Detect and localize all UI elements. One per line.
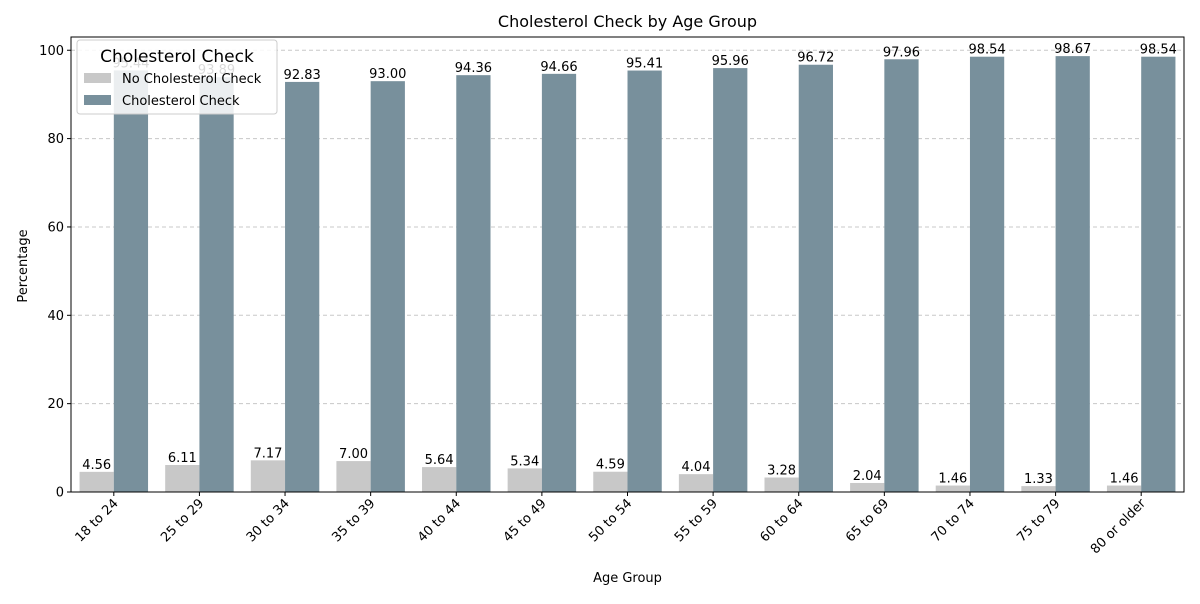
data-label-cholesterol-check-30-to-34: 92.83 — [284, 68, 321, 83]
data-label-no-cholesterol-check-50-to-54: 4.59 — [596, 458, 625, 473]
x-tick-label-18-to-24: 18 to 24 — [73, 496, 122, 545]
data-label-cholesterol-check-80-or-older: 98.54 — [1140, 43, 1177, 58]
y-axis-title: Percentage — [16, 229, 31, 302]
bar-cholesterol-check-80-or-older — [1141, 56, 1176, 493]
legend-label-cholesterol-check: Cholesterol Check — [122, 94, 240, 109]
bar-no-cholesterol-check-30-to-34 — [250, 460, 286, 492]
data-label-cholesterol-check-50-to-54: 95.41 — [626, 57, 663, 72]
bar-cholesterol-check-70-to-74 — [969, 56, 1005, 493]
data-label-cholesterol-check-60-to-64: 96.72 — [797, 51, 834, 66]
bar-no-cholesterol-check-75-to-79 — [1021, 486, 1056, 492]
bar-no-cholesterol-check-18-to-24 — [79, 471, 114, 492]
y-tick-label-20: 20 — [47, 397, 64, 412]
legend-label-no-cholesterol-check: No Cholesterol Check — [122, 72, 262, 87]
bar-no-cholesterol-check-65-to-69 — [850, 482, 885, 492]
x-tick-label-25-to-29: 25 to 29 — [158, 496, 207, 545]
chart-title: Cholesterol Check by Age Group — [498, 12, 757, 31]
y-tick-label-100: 100 — [39, 44, 64, 59]
legend: Cholesterol Check No Cholesterol Check C… — [76, 39, 278, 115]
data-label-no-cholesterol-check-80-or-older: 1.46 — [1110, 472, 1139, 487]
bar-cholesterol-check-50-to-54 — [627, 70, 662, 493]
x-tick-label-75-to-79: 75 to 79 — [1014, 496, 1063, 545]
bar-no-cholesterol-check-25-to-29 — [165, 465, 200, 492]
data-label-no-cholesterol-check-75-to-79: 1.33 — [1024, 472, 1053, 487]
data-label-no-cholesterol-check-60-to-64: 3.28 — [767, 464, 796, 479]
bar-cholesterol-check-75-to-79 — [1055, 56, 1090, 492]
bar-no-cholesterol-check-80-or-older — [1106, 485, 1142, 492]
plot-frame — [70, 36, 1185, 493]
bar-cholesterol-check-45-to-49 — [541, 73, 577, 493]
legend-frame — [76, 39, 278, 115]
bar-cholesterol-check-65-to-69 — [884, 59, 919, 493]
legend-swatch-no-cholesterol-check — [84, 73, 111, 83]
x-tick-label-80-or-older: 80 or older — [1088, 496, 1149, 557]
bar-no-cholesterol-check-60-to-64 — [764, 477, 799, 492]
y-tick-label-40: 40 — [47, 309, 64, 324]
data-label-no-cholesterol-check-65-to-69: 2.04 — [853, 469, 882, 484]
bar-cholesterol-check-55-to-59 — [713, 68, 748, 492]
bar-cholesterol-check-30-to-34 — [285, 81, 320, 493]
x-tick-label-40-to-44: 40 to 44 — [415, 496, 464, 545]
bar-cholesterol-check-25-to-29 — [199, 77, 234, 493]
data-label-cholesterol-check-40-to-44: 94.36 — [455, 61, 492, 76]
data-label-no-cholesterol-check-25-to-29: 6.11 — [168, 451, 197, 466]
bar-cholesterol-check-60-to-64 — [798, 64, 833, 492]
legend-title: Cholesterol Check — [100, 47, 254, 67]
bars — [79, 56, 1176, 493]
data-label-no-cholesterol-check-70-to-74: 1.46 — [938, 472, 967, 487]
data-label-cholesterol-check-70-to-74: 98.54 — [968, 43, 1005, 58]
x-tick-label-70-to-74: 70 to 74 — [929, 496, 978, 545]
bar-cholesterol-check-35-to-39 — [370, 81, 405, 493]
data-label-no-cholesterol-check-40-to-44: 5.64 — [425, 453, 454, 468]
data-label-cholesterol-check-45-to-49: 94.66 — [540, 60, 577, 75]
data-label-no-cholesterol-check-55-to-59: 4.04 — [682, 460, 711, 475]
data-label-cholesterol-check-35-to-39: 93.00 — [369, 67, 406, 82]
data-label-no-cholesterol-check-18-to-24: 4.56 — [82, 458, 111, 473]
x-tick-label-55-to-59: 55 to 59 — [672, 496, 721, 545]
data-label-no-cholesterol-check-30-to-34: 7.17 — [253, 446, 282, 461]
y-tick-label-60: 60 — [47, 220, 64, 235]
data-label-no-cholesterol-check-45-to-49: 5.34 — [510, 454, 539, 469]
data-label-cholesterol-check-55-to-59: 95.96 — [712, 54, 749, 69]
x-tick-label-50-to-54: 50 to 54 — [586, 496, 635, 545]
bar-no-cholesterol-check-40-to-44 — [422, 467, 457, 492]
bar-cholesterol-check-18-to-24 — [113, 70, 149, 492]
x-axis-title: Age Group — [593, 571, 662, 586]
data-label-no-cholesterol-check-35-to-39: 7.00 — [339, 447, 368, 462]
x-tick-label-30-to-34: 30 to 34 — [244, 496, 293, 545]
bar-no-cholesterol-check-55-to-59 — [678, 474, 714, 492]
bar-cholesterol-check-40-to-44 — [456, 75, 491, 492]
legend-swatch-cholesterol-check — [84, 95, 111, 105]
x-tick-label-35-to-39: 35 to 39 — [329, 496, 378, 545]
bar-no-cholesterol-check-45-to-49 — [507, 468, 542, 492]
bar-no-cholesterol-check-50-to-54 — [593, 471, 628, 492]
y-tick-label-80: 80 — [47, 132, 64, 147]
data-label-cholesterol-check-65-to-69: 97.96 — [883, 45, 920, 60]
y-tick-label-0: 0 — [56, 486, 64, 501]
x-tick-label-45-to-49: 45 to 49 — [501, 496, 550, 545]
data-label-cholesterol-check-75-to-79: 98.67 — [1054, 42, 1091, 57]
x-tick-label-60-to-64: 60 to 64 — [757, 496, 806, 545]
x-tick-label-65-to-69: 65 to 69 — [843, 496, 892, 545]
bar-no-cholesterol-check-35-to-39 — [336, 461, 371, 492]
bar-no-cholesterol-check-70-to-74 — [935, 485, 970, 492]
